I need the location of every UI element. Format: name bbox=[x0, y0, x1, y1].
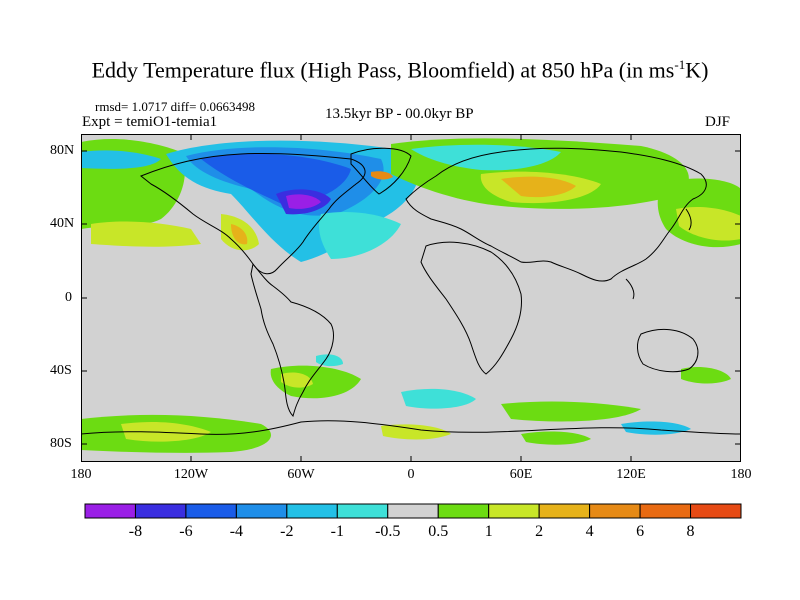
lat-label: 40N bbox=[50, 216, 75, 231]
colorbar-label: -2 bbox=[280, 523, 294, 540]
colorbar-box bbox=[639, 503, 692, 519]
colorbar-label: 8 bbox=[686, 523, 695, 540]
experiment-label: Expt = temiO1-temia1 bbox=[82, 114, 218, 130]
axis-ticks bbox=[81, 134, 741, 462]
colorbar-box bbox=[437, 503, 490, 519]
period-label: 13.5kyr BP - 00.0kyr BP bbox=[325, 106, 474, 122]
lon-label: 180 bbox=[70, 467, 92, 482]
colorbar-label: 4 bbox=[585, 523, 594, 540]
colorbar-label: -0.5 bbox=[375, 523, 401, 540]
coastlines bbox=[81, 147, 741, 435]
colorbar-label: -8 bbox=[128, 523, 143, 540]
colorbar-box bbox=[134, 503, 187, 519]
colorbar bbox=[84, 503, 742, 519]
colorbar-label: -6 bbox=[179, 523, 193, 540]
colorbar-label: 6 bbox=[636, 523, 645, 540]
colorbar-box bbox=[387, 503, 439, 519]
flux-anomaly-fields bbox=[81, 138, 741, 453]
colorbar-box bbox=[84, 503, 136, 519]
lat-label: 80N bbox=[50, 143, 75, 158]
stats-text: rmsd= 1.0717 diff= 0.0663498 bbox=[95, 99, 255, 114]
colorbar-box bbox=[488, 503, 540, 519]
lat-label: 0 bbox=[65, 290, 72, 305]
colorbar-box bbox=[286, 503, 338, 519]
colorbar-box bbox=[589, 503, 641, 519]
flux-map bbox=[81, 134, 741, 462]
lon-label: 120E bbox=[616, 467, 646, 482]
map-title: Eddy Temperature flux (High Pass, Bloomf… bbox=[91, 57, 709, 83]
colorbar-label: -4 bbox=[229, 523, 244, 540]
colorbar-label: 1 bbox=[484, 523, 493, 540]
colorbar-box bbox=[690, 503, 742, 519]
lon-label: 60E bbox=[509, 467, 533, 482]
lat-label: 80S bbox=[50, 436, 72, 451]
colorbar-box bbox=[336, 503, 389, 519]
season-label: DJF bbox=[705, 114, 731, 130]
colorbar-label: -1 bbox=[330, 523, 344, 540]
lon-label: 180 bbox=[730, 467, 752, 482]
lon-label: 0 bbox=[407, 467, 415, 482]
colorbar-label: 0.5 bbox=[428, 523, 449, 540]
colorbar-box bbox=[538, 503, 591, 519]
lon-label: 60W bbox=[287, 467, 315, 482]
lat-label: 40S bbox=[50, 363, 72, 378]
colorbar-label: 2 bbox=[535, 523, 544, 540]
lon-label: 120W bbox=[173, 467, 209, 482]
colorbar-box bbox=[235, 503, 288, 519]
colorbar-box bbox=[185, 503, 237, 519]
